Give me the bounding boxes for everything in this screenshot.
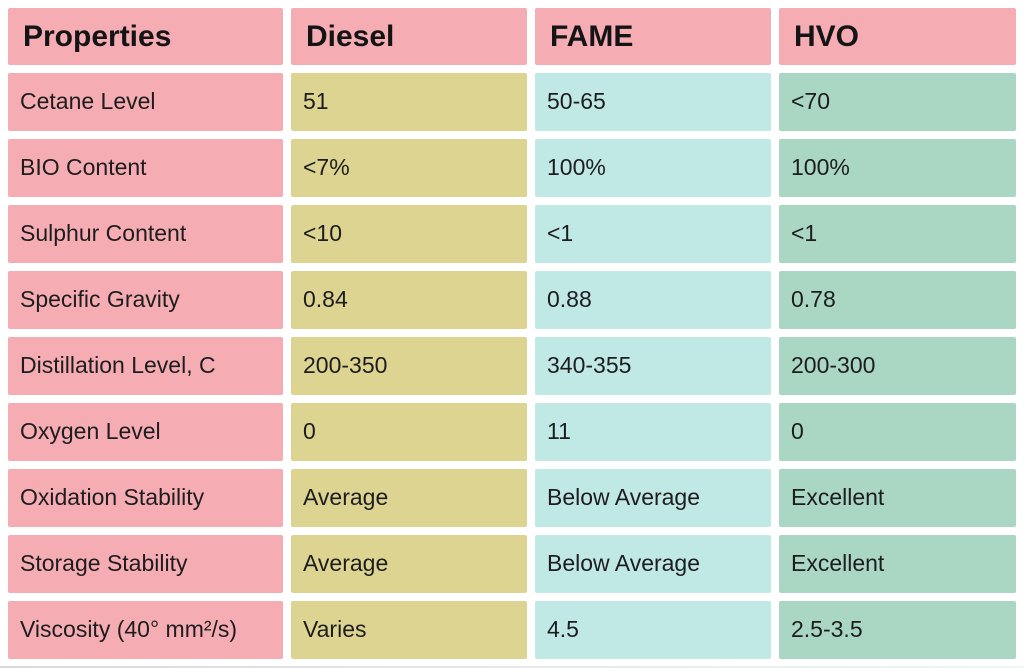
diesel-value-cell: Average [291,469,527,527]
column-header-properties: Properties [8,8,283,65]
hvo-value-cell: <1 [779,205,1016,263]
diesel-value-cell: 51 [291,73,527,131]
diesel-value-cell: 0 [291,403,527,461]
fame-value-cell: 11 [535,403,771,461]
fame-value-cell: 100% [535,139,771,197]
diesel-value-cell: Average [291,535,527,593]
hvo-value-cell: Excellent [779,469,1016,527]
fame-value-cell: Below Average [535,469,771,527]
fame-value-cell: <1 [535,205,771,263]
property-cell: BIO Content [8,139,283,197]
fame-value-cell: 50-65 [535,73,771,131]
column-header-fame: FAME [535,8,771,65]
fame-value-cell: 0.88 [535,271,771,329]
fame-value-cell: Below Average [535,535,771,593]
hvo-value-cell: 2.5-3.5 [779,601,1016,659]
property-cell: Sulphur Content [8,205,283,263]
property-cell: Cetane Level [8,73,283,131]
hvo-value-cell: <70 [779,73,1016,131]
fame-value-cell: 4.5 [535,601,771,659]
column-header-hvo: HVO [779,8,1016,65]
diesel-value-cell: 200-350 [291,337,527,395]
diesel-value-cell: Varies [291,601,527,659]
hvo-value-cell: 200-300 [779,337,1016,395]
image-bottom-edge-line [0,666,1024,668]
property-cell: Oxygen Level [8,403,283,461]
property-cell: Storage Stability [8,535,283,593]
property-cell: Viscosity (40° mm²/s) [8,601,283,659]
fame-value-cell: 340-355 [535,337,771,395]
hvo-value-cell: Excellent [779,535,1016,593]
property-cell: Oxidation Stability [8,469,283,527]
diesel-value-cell: <10 [291,205,527,263]
hvo-value-cell: 0 [779,403,1016,461]
column-header-diesel: Diesel [291,8,527,65]
property-cell: Distillation Level, C [8,337,283,395]
property-cell: Specific Gravity [8,271,283,329]
diesel-value-cell: 0.84 [291,271,527,329]
hvo-value-cell: 100% [779,139,1016,197]
hvo-value-cell: 0.78 [779,271,1016,329]
diesel-value-cell: <7% [291,139,527,197]
